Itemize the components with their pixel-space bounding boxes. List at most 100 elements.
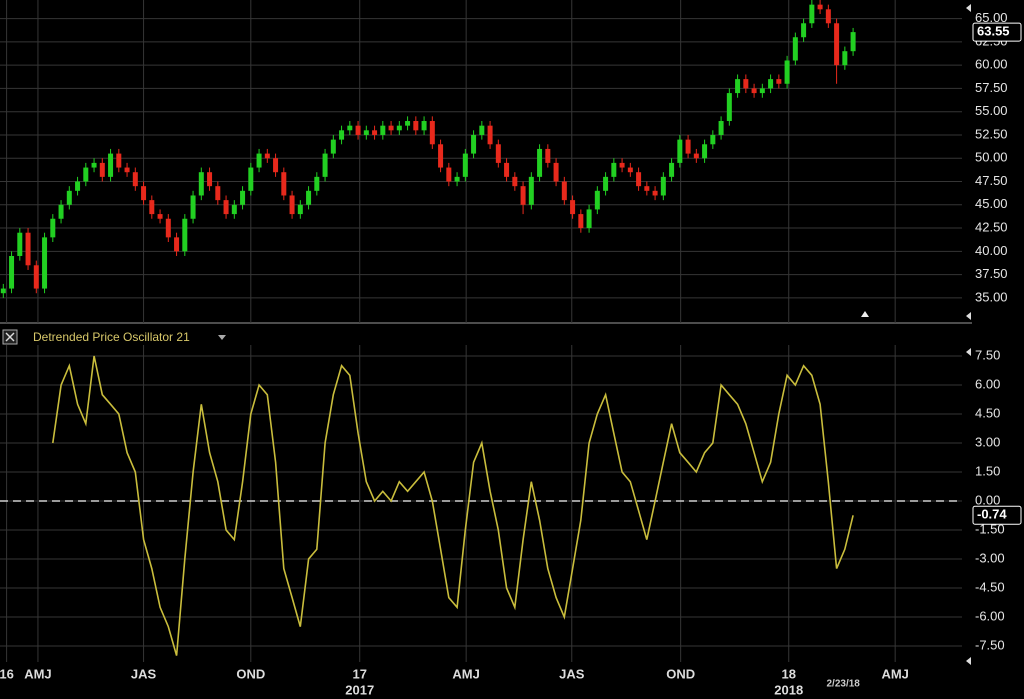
y-tick-label: 1.50 <box>975 463 1000 478</box>
candle-body <box>759 88 765 94</box>
candle-body <box>405 121 411 126</box>
y-tick-label: 45.00 <box>975 196 1008 211</box>
candle-body <box>512 176 518 187</box>
candle-body <box>108 153 114 177</box>
legend-dropdown[interactable] <box>218 335 226 340</box>
scroll-arrow[interactable] <box>966 4 971 12</box>
y-tick-label: 57.50 <box>975 80 1008 95</box>
x-tick-label: 17 <box>352 666 366 681</box>
candle-body <box>0 288 6 294</box>
candle-body <box>132 172 138 187</box>
candle-body <box>231 204 237 215</box>
scroll-arrow[interactable] <box>966 657 971 665</box>
y-tick-label: -3.00 <box>975 550 1005 565</box>
x-tick-label: 18 <box>782 666 796 681</box>
scroll-marker[interactable] <box>861 311 869 317</box>
last-value-box <box>972 22 1022 42</box>
candle-body <box>726 93 732 122</box>
candle-body <box>83 167 89 182</box>
candle-body <box>149 200 155 215</box>
candle-body <box>141 186 147 201</box>
scroll-arrow[interactable] <box>966 312 971 320</box>
y-tick-label: 65.00 <box>975 10 1008 25</box>
candle-body <box>553 162 559 182</box>
candle-body <box>198 172 204 196</box>
y-tick-label: -4.50 <box>975 579 1005 594</box>
plot-layer <box>0 0 962 662</box>
y-tick-label: 6.00 <box>975 376 1000 391</box>
x-tick-label: OND <box>666 666 695 681</box>
x-tick-label: AMJ <box>881 666 908 681</box>
y-tick-label: 35.00 <box>975 289 1008 304</box>
candle-body <box>413 121 419 131</box>
candle-body <box>776 79 782 84</box>
x-tick-label: 16 <box>0 666 14 681</box>
close-icon[interactable] <box>5 332 15 342</box>
candle-body <box>834 23 840 66</box>
candle-body <box>495 144 501 163</box>
candle-body <box>248 167 254 191</box>
candle-body <box>306 190 312 205</box>
candle-body <box>751 88 757 94</box>
candle-body <box>594 190 600 210</box>
candle-body <box>850 32 856 52</box>
scroll-arrow[interactable] <box>966 348 971 356</box>
candle-body <box>520 186 526 205</box>
candle-body <box>99 162 105 177</box>
candle-body <box>91 162 97 168</box>
candle-body <box>25 232 31 266</box>
candle-body <box>528 176 534 205</box>
candle-body <box>240 190 246 205</box>
y-tick-label: 42.50 <box>975 219 1008 234</box>
candle-body <box>339 130 345 140</box>
candle-body <box>380 125 386 135</box>
candle-body <box>116 153 122 168</box>
candle-body <box>784 60 790 84</box>
candle-body <box>9 255 15 289</box>
oscillator-line <box>52 355 854 656</box>
candle-body <box>215 186 221 201</box>
candle-body <box>330 139 336 154</box>
candle-body <box>693 153 699 159</box>
candle-body <box>702 144 708 159</box>
candle-body <box>372 130 378 135</box>
candle-body <box>297 204 303 215</box>
candle-body <box>537 148 543 177</box>
candle-body <box>322 153 328 177</box>
y-tick-label: -1.50 <box>975 521 1005 536</box>
candle-body <box>363 130 369 135</box>
candle-body <box>17 232 23 256</box>
candle-body <box>174 237 180 252</box>
indicator-legend[interactable]: Detrended Price Oscillator 21 <box>33 330 190 344</box>
y-tick-label: 4.50 <box>975 405 1000 420</box>
y-tick-label: 3.00 <box>975 434 1000 449</box>
candle-body <box>273 158 279 173</box>
candle-body <box>825 9 831 24</box>
x-tick-label: JAS <box>559 666 585 681</box>
candle-body <box>42 237 48 289</box>
candle-body <box>33 265 39 289</box>
candle-body <box>182 218 188 252</box>
last-value: 63.55 <box>977 24 1010 39</box>
candle-body <box>479 125 485 135</box>
candle-body <box>817 4 823 10</box>
y-tick-label: 50.00 <box>975 150 1008 165</box>
candle-body <box>256 153 262 168</box>
y-tick-label: 60.00 <box>975 57 1008 72</box>
candle-body <box>586 209 592 229</box>
year-label: 2018 <box>774 682 803 697</box>
y-tick-label: 37.50 <box>975 266 1008 281</box>
candle-body <box>157 214 163 219</box>
candle-body <box>685 139 691 154</box>
candle-body <box>809 4 815 24</box>
candle-body <box>388 125 394 131</box>
candle-body <box>561 181 567 201</box>
close-button[interactable] <box>2 329 18 345</box>
candle-body <box>487 125 493 145</box>
x-tick-label: AMJ <box>24 666 51 681</box>
candle-body <box>421 121 427 131</box>
y-tick-label: 47.50 <box>975 173 1008 188</box>
candle-body <box>792 37 798 61</box>
